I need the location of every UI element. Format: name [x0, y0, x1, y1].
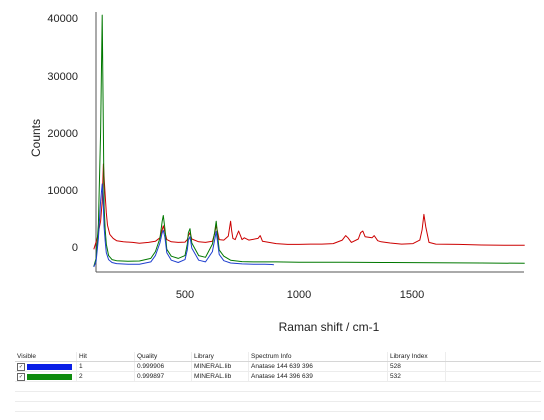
hit-cell: 1 — [77, 362, 135, 371]
table-row[interactable]: ✓ 1 0.999906 MINERAL.lib Anatase 144 639… — [15, 362, 541, 372]
series-layer — [93, 14, 525, 268]
x-tick-label: 1500 — [400, 289, 424, 301]
empty-row — [15, 382, 541, 392]
search-results-table: Visible Hit Quality Library Spectrum Inf… — [15, 352, 541, 412]
y-tick-label: 30000 — [47, 71, 78, 83]
quality-cell: 0.999897 — [135, 372, 192, 381]
y-axis-title: Counts — [29, 119, 43, 157]
y-tick-label: 20000 — [47, 128, 78, 140]
header-hit[interactable]: Hit — [77, 352, 135, 361]
raman-spectrum-chart: 0 10000 20000 30000 40000 500 1000 1500 … — [29, 12, 525, 334]
header-filler — [446, 352, 541, 361]
y-ticks: 0 10000 20000 30000 40000 — [47, 13, 78, 254]
visible-cell: ✓ — [15, 362, 77, 371]
row-filler — [446, 372, 541, 381]
chart-axes — [95, 12, 524, 273]
table-row[interactable]: ✓ 2 0.999897 MINERAL.lib Anatase 144 396… — [15, 372, 541, 382]
hit-cell: 2 — [77, 372, 135, 381]
results-header-row: Visible Hit Quality Library Spectrum Inf… — [15, 352, 541, 362]
visible-cell: ✓ — [15, 372, 77, 381]
x-tick-label: 1000 — [287, 289, 311, 301]
visible-checkbox[interactable]: ✓ — [17, 362, 25, 371]
y-tick-label: 10000 — [47, 185, 78, 197]
header-spectrum-info[interactable]: Spectrum Info — [249, 352, 388, 361]
x-axis-title: Raman shift / cm-1 — [279, 320, 380, 334]
spectrum-series-line-3 — [93, 183, 274, 268]
x-ticks: 500 1000 1500 — [176, 289, 424, 301]
empty-row — [15, 392, 541, 402]
library-index-cell: 532 — [388, 372, 446, 381]
spectrum-info-cell: Anatase 144 396 639 — [249, 372, 388, 381]
header-library-index[interactable]: Library Index — [388, 352, 446, 361]
header-visible[interactable]: Visible — [15, 352, 77, 361]
header-quality[interactable]: Quality — [135, 352, 192, 361]
spectrum-info-cell: Anatase 144 639 396 — [249, 362, 388, 371]
library-cell: MINERAL.lib — [192, 372, 249, 381]
x-tick-label: 500 — [176, 289, 194, 301]
library-index-cell: 528 — [388, 362, 446, 371]
header-library[interactable]: Library — [192, 352, 249, 361]
series-color-swatch — [27, 373, 72, 380]
row-filler — [446, 362, 541, 371]
visible-checkbox[interactable]: ✓ — [17, 372, 25, 381]
series-color-swatch — [27, 363, 72, 370]
spectrum-series-line-2 — [93, 14, 525, 267]
empty-row — [15, 402, 541, 412]
y-tick-label: 40000 — [47, 13, 78, 25]
spectrum-series-line-1 — [93, 163, 525, 250]
quality-cell: 0.999906 — [135, 362, 192, 371]
library-cell: MINERAL.lib — [192, 362, 249, 371]
y-tick-label: 0 — [72, 242, 78, 254]
